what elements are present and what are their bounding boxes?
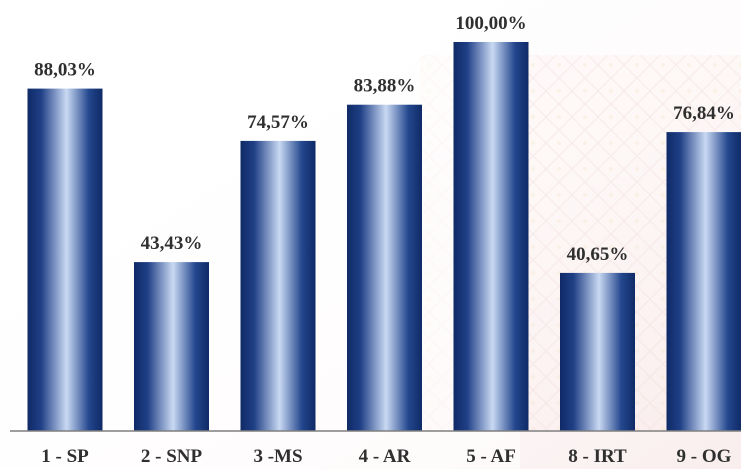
- bar-2: [134, 262, 209, 431]
- bar-4: [347, 104, 422, 431]
- category-label-4: 4 - AR: [359, 446, 411, 467]
- category-label-1: 1 - SP: [41, 446, 89, 467]
- category-label-5: 5 - AF: [466, 446, 516, 467]
- bar-5: [453, 42, 529, 431]
- data-label-1: 88,03%: [34, 60, 96, 81]
- category-label-3: 3 -MS: [253, 446, 302, 467]
- category-labels-group: 1 - SP 2 - SNP 3 -MS 4 - AR 5 - AF 8 - IRT 9 -…: [41, 446, 731, 467]
- bar-6: [560, 272, 635, 431]
- bar-1: [27, 88, 103, 431]
- category-label-2: 2 - SNP: [141, 446, 203, 467]
- data-label-3: 74,57%: [247, 112, 309, 133]
- bars-group: [27, 42, 741, 431]
- bar-7: [666, 132, 741, 431]
- category-label-6: 8 - IRT: [568, 446, 627, 467]
- data-label-2: 43,43%: [141, 233, 203, 254]
- data-label-6: 40,65%: [567, 244, 629, 265]
- category-label-7: 9 - OG: [677, 446, 732, 467]
- value-labels-group: 88,03% 43,43% 74,57% 83,88% 100,00% 40,65% 76,…: [34, 13, 735, 265]
- data-label-4: 83,88%: [354, 76, 416, 97]
- bar-3: [240, 140, 316, 431]
- data-label-7: 76,84%: [673, 103, 735, 124]
- data-label-5: 100,00%: [455, 13, 526, 34]
